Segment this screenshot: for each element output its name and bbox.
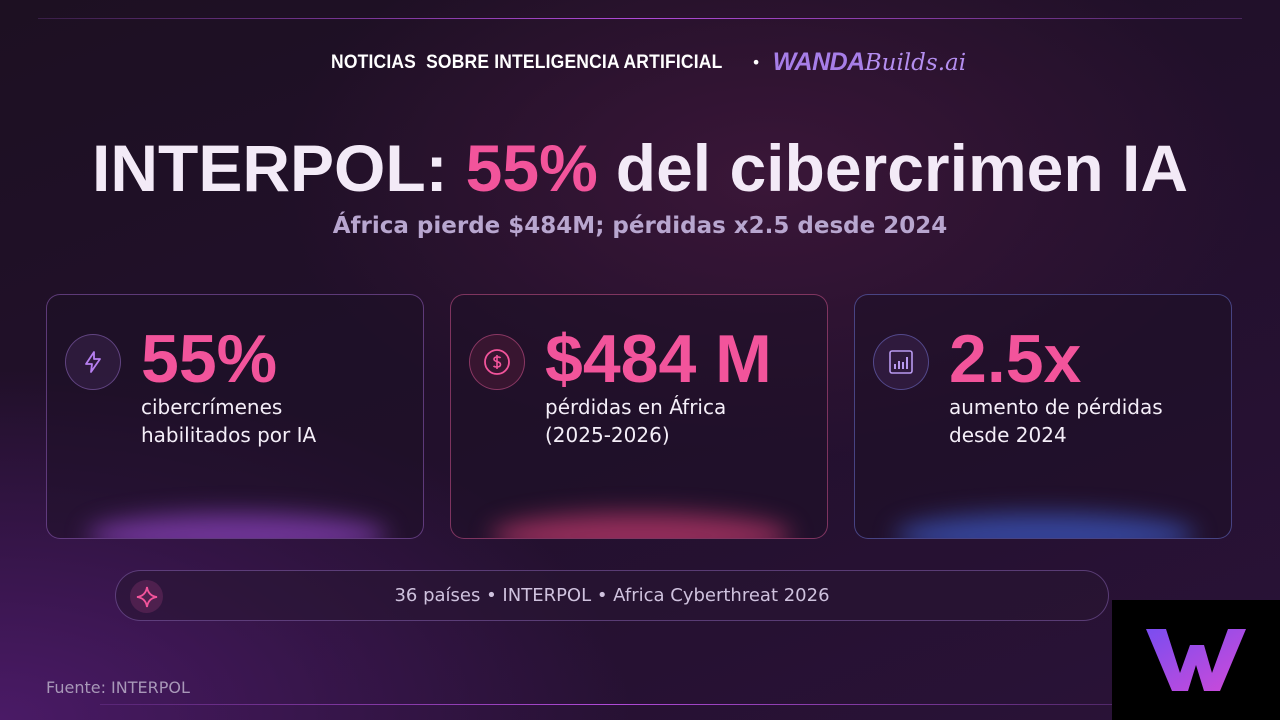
sparkle (136, 586, 157, 607)
title-prefix: INTERPOL: (92, 131, 448, 205)
separator: • (751, 53, 761, 72)
brand-main: WANDA (772, 48, 865, 76)
card-glow (895, 513, 1195, 538)
source: Fuente: INTERPOL (46, 678, 190, 697)
bolt (85, 351, 101, 373)
title-highlight: 55% (465, 131, 598, 205)
stat-label: cibercrímenes habilitados por IA (141, 395, 317, 447)
title: INTERPOL: 55% del cibercrimen IA (0, 130, 1280, 206)
corner-logo (1112, 600, 1280, 720)
stat-card: $484 M pérdidas en África (2025-2026) (450, 294, 828, 539)
stat-value: 2.5x (949, 321, 1082, 397)
footer-note: 36 países • INTERPOL • Africa Cyberthrea… (115, 570, 1109, 621)
dollar (484, 349, 510, 375)
top-rule (38, 18, 1242, 19)
footer-note-text: 36 países • INTERPOL • Africa Cyberthrea… (394, 585, 830, 606)
stat-card: 55% cibercrímenes habilitados por IA (46, 294, 424, 539)
kicker: NOTICIAS SOBRE INTELIGENCIA ARTIFICIAL (330, 51, 723, 73)
icon-dollar (469, 334, 525, 390)
sparkle-icon (130, 580, 163, 613)
stat-label: pérdidas en África (2025-2026) (545, 395, 727, 447)
w-logo (1146, 629, 1246, 691)
bar-icon (889, 350, 913, 374)
bottom-rule (100, 704, 1120, 705)
card-glow (87, 513, 387, 538)
header: NOTICIAS SOBRE INTELIGENCIA ARTIFICIAL •… (0, 48, 1280, 77)
subtitle: África pierde $484M; pérdidas x2.5 desde… (332, 213, 948, 239)
stat-value: 55% (141, 321, 278, 397)
brand-script: Builds.ai (864, 50, 967, 76)
stat-card: 2.5x aumento de pérdidas desde 2024 (854, 294, 1232, 539)
brand-logo: WANDA Builds.ai (773, 48, 966, 77)
icon-chart (873, 334, 929, 390)
title-suffix: del cibercrimen IA (615, 131, 1188, 205)
stat-value: $484 M (545, 321, 772, 397)
stat-label: aumento de pérdidas desde 2024 (949, 395, 1163, 447)
icon-bolt (65, 334, 121, 390)
card-glow (491, 513, 791, 538)
